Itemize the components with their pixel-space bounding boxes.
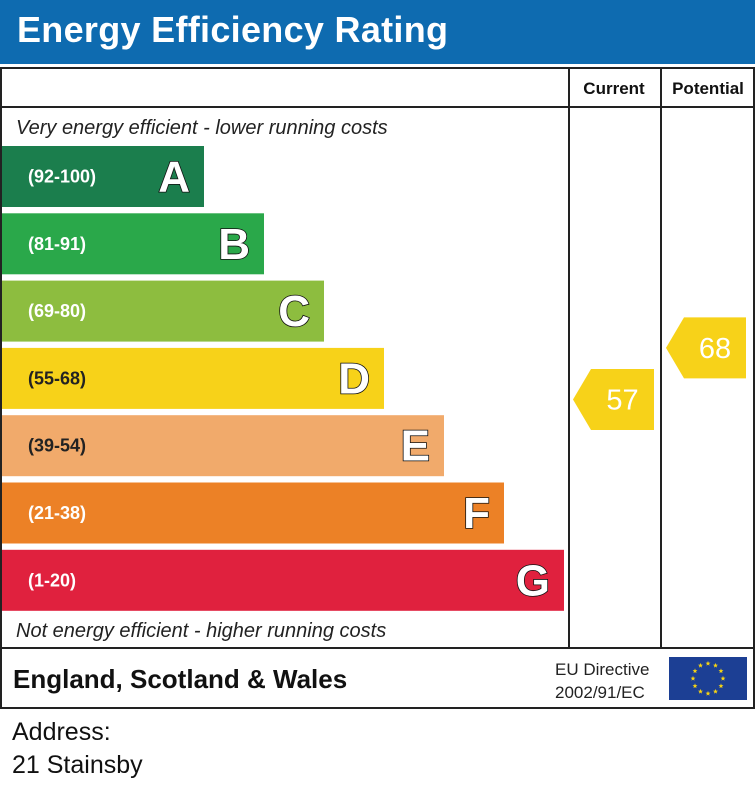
- potential-column-label: Potential: [672, 79, 744, 98]
- rating-bands: (92-100) A (81-91) B (69-80) C (55-68) D (39-54)…: [2, 146, 564, 611]
- eu-star: [720, 675, 726, 681]
- eu-star: [705, 660, 711, 666]
- band-letter-a: A: [158, 153, 190, 202]
- band-bar-b: [2, 213, 264, 275]
- band-letter-f: F: [463, 489, 490, 538]
- band-bar-e: [2, 415, 444, 477]
- band-letter-g: G: [516, 556, 550, 605]
- address-value: 21 Stainsby: [12, 751, 143, 779]
- eu-star: [713, 662, 718, 668]
- directive-line-2: 2002/91/EC: [555, 683, 645, 702]
- band-bar-d: [2, 347, 384, 409]
- eu-star: [690, 675, 696, 681]
- band-range-f: (21-38): [28, 503, 86, 523]
- eu-star: [692, 683, 698, 689]
- eu-star: [705, 690, 711, 696]
- region-label: England, Scotland & Wales: [13, 664, 347, 694]
- rating-indicators: 57 68: [573, 317, 746, 431]
- band-letter-c: C: [278, 287, 310, 336]
- energy-rating-chart: Current Potential Very energy efficient …: [0, 67, 755, 709]
- band-g: (1-20) G: [2, 549, 564, 611]
- header-bar: Energy Efficiency Rating: [0, 0, 755, 64]
- eu-star: [692, 668, 698, 674]
- band-b: (81-91) B: [2, 213, 264, 275]
- bottom-caption: Not energy efficient - higher running co…: [16, 620, 386, 642]
- band-bar-g: [2, 549, 564, 611]
- eu-star: [698, 688, 703, 694]
- band-e: (39-54) E: [2, 415, 444, 477]
- band-range-b: (81-91): [28, 234, 86, 254]
- band-bar-a: [2, 146, 204, 207]
- current-column-label: Current: [583, 79, 645, 98]
- band-bar-f: [2, 482, 504, 544]
- potential-rating: 68: [666, 317, 746, 379]
- band-letter-b: B: [218, 220, 250, 269]
- band-bar-c: [2, 280, 324, 342]
- eu-star: [718, 668, 724, 674]
- potential-rating-arrow: [666, 317, 746, 379]
- band-d: (55-68) D: [2, 347, 384, 409]
- eu-star: [698, 662, 703, 668]
- page-title: Energy Efficiency Rating: [17, 9, 449, 50]
- eu-star: [713, 688, 718, 694]
- band-letter-d: D: [338, 354, 370, 403]
- band-range-a: (92-100): [28, 167, 96, 187]
- current-rating: 57: [573, 369, 654, 431]
- address-block: Address: 21 Stainsby: [12, 716, 143, 782]
- eu-star: [718, 683, 724, 689]
- band-range-c: (69-80): [28, 301, 86, 321]
- potential-rating-value: 68: [699, 333, 731, 365]
- eu-flag-icon: [669, 657, 747, 700]
- band-letter-e: E: [401, 422, 430, 471]
- top-caption: Very energy efficient - lower running co…: [16, 117, 388, 139]
- band-a: (92-100) A: [2, 146, 204, 207]
- band-f: (21-38) F: [2, 482, 504, 544]
- band-range-d: (55-68): [28, 368, 86, 388]
- address-label: Address:: [12, 718, 111, 746]
- band-c: (69-80) C: [2, 280, 324, 342]
- band-range-e: (39-54): [28, 436, 86, 456]
- current-rating-arrow: [573, 369, 654, 431]
- current-rating-value: 57: [606, 385, 638, 417]
- band-range-g: (1-20): [28, 570, 76, 590]
- directive-line-1: EU Directive: [555, 660, 649, 679]
- chart-frame: [0, 67, 755, 709]
